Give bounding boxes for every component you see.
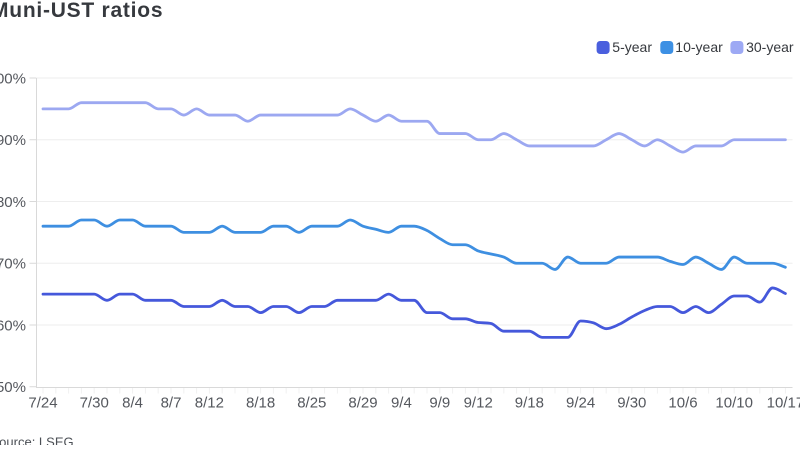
- svg-text:7/30: 7/30: [80, 394, 109, 411]
- svg-text:9/9: 9/9: [429, 394, 450, 411]
- svg-text:9/30: 9/30: [617, 394, 646, 411]
- svg-text:100%: 100%: [0, 70, 26, 87]
- svg-text:Muni-UST ratios: Muni-UST ratios: [0, 0, 163, 22]
- svg-text:8/7: 8/7: [161, 394, 182, 411]
- svg-text:70%: 70%: [0, 256, 26, 273]
- svg-text:30-year: 30-year: [746, 39, 794, 55]
- svg-text:10-year: 10-year: [675, 39, 723, 55]
- svg-text:9/18: 9/18: [515, 394, 544, 411]
- svg-text:9/12: 9/12: [464, 394, 493, 411]
- svg-text:8/4: 8/4: [122, 394, 143, 411]
- svg-text:9/4: 9/4: [391, 394, 412, 411]
- svg-text:Source: LSEG: Source: LSEG: [0, 434, 74, 445]
- svg-text:9/24: 9/24: [566, 394, 595, 411]
- svg-text:80%: 80%: [0, 194, 26, 211]
- svg-text:8/25: 8/25: [297, 394, 326, 411]
- svg-text:8/12: 8/12: [195, 394, 224, 411]
- svg-text:10/17: 10/17: [767, 394, 800, 411]
- svg-text:8/29: 8/29: [348, 394, 377, 411]
- svg-text:7/24: 7/24: [28, 394, 57, 411]
- svg-text:60%: 60%: [0, 317, 26, 334]
- svg-text:90%: 90%: [0, 132, 26, 149]
- svg-text:50%: 50%: [0, 379, 26, 396]
- svg-text:8/18: 8/18: [246, 394, 275, 411]
- svg-text:5-year: 5-year: [612, 39, 652, 55]
- svg-text:10/10: 10/10: [715, 394, 753, 411]
- svg-text:10/6: 10/6: [668, 394, 697, 411]
